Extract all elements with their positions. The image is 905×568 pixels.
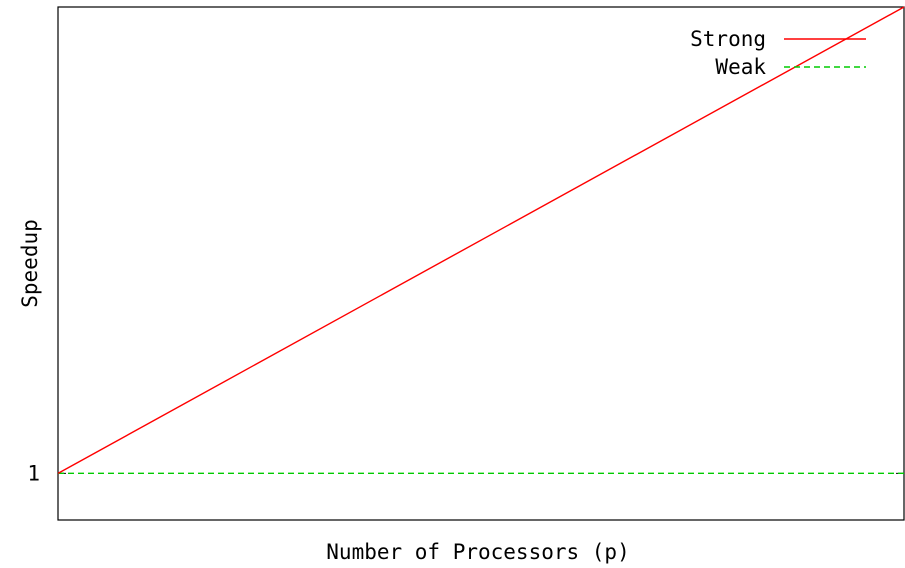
legend-label-strong: Strong bbox=[690, 27, 766, 51]
plot-frame bbox=[58, 7, 904, 520]
x-axis-label: Number of Processors (p) bbox=[326, 540, 629, 564]
series-line-strong bbox=[58, 7, 904, 473]
series-layer bbox=[58, 7, 904, 473]
y-tick-label: 1 bbox=[27, 461, 40, 485]
legend-label-weak: Weak bbox=[715, 55, 766, 79]
y-axis-label: Speedup bbox=[18, 219, 42, 308]
legend: Strong Weak bbox=[690, 27, 866, 79]
